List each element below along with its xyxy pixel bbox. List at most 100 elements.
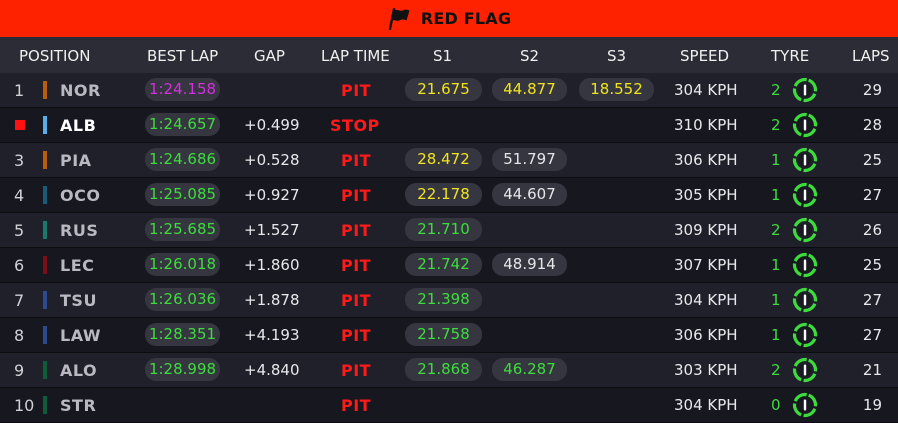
speed-value: 304 KPH — [674, 291, 738, 309]
sector-s1-time: 21.710 — [405, 218, 482, 241]
sector-s1-time: 21.742 — [405, 253, 482, 276]
header-tyre: TYRE — [771, 47, 810, 65]
gap-value: +0.499 — [244, 116, 300, 134]
driver-code[interactable]: RUS — [60, 221, 99, 240]
header-lap-time: LAP TIME — [321, 47, 390, 65]
team-color-bar — [43, 151, 47, 169]
tyre-age: 1 — [771, 291, 781, 309]
driver-code[interactable]: NOR — [60, 81, 101, 100]
speed-value: 307 KPH — [674, 256, 738, 274]
gap-value: +0.927 — [244, 186, 300, 204]
table-row[interactable]: ALB 1:24.657 +0.499 STOP 310 KPH 2 28 — [0, 108, 898, 143]
table-row[interactable]: 8 LAW 1:28.351 +4.193 PIT 21.758 306 KPH 1 27 — [0, 318, 898, 353]
table-row[interactable]: 3 PIA 1:24.686 +0.528 PIT 28.472 51.797 306 KPH… — [0, 143, 898, 178]
position-number: 5 — [14, 221, 25, 240]
tyre-age: 2 — [771, 81, 781, 99]
table-row[interactable]: 5 RUS 1:25.685 +1.527 PIT 21.710 309 KPH 2 26 — [0, 213, 898, 248]
laps-count: 21 — [862, 361, 882, 379]
gap-value: +1.860 — [244, 256, 300, 274]
gap-value: +0.528 — [244, 151, 300, 169]
team-color-bar — [43, 81, 47, 99]
position-number: 10 — [14, 396, 35, 415]
best-lap-time: 1:24.158 — [145, 78, 220, 101]
header-best-lap: BEST LAP — [147, 47, 219, 65]
speed-value: 304 KPH — [674, 396, 738, 414]
speed-value: 309 KPH — [674, 221, 738, 239]
driver-code[interactable]: TSU — [60, 291, 97, 310]
driver-code[interactable]: LEC — [60, 256, 95, 275]
sector-s1-time: 21.758 — [405, 323, 482, 346]
laps-count: 25 — [862, 151, 882, 169]
best-lap-time: 1:25.685 — [145, 218, 220, 241]
header-laps: LAPS — [852, 47, 890, 65]
position-number: 1 — [14, 81, 25, 100]
sector-s2-time: 44.607 — [492, 183, 567, 206]
tyre-age: 2 — [771, 221, 781, 239]
team-color-bar — [43, 361, 47, 379]
driver-code[interactable]: ALB — [60, 116, 97, 135]
position-number: 4 — [14, 186, 25, 205]
speed-value: 304 KPH — [674, 81, 738, 99]
sector-s1-time: 28.472 — [405, 148, 482, 171]
header-speed: SPEED — [680, 47, 730, 65]
driver-code[interactable]: OCO — [60, 186, 101, 205]
header-s3: S3 — [607, 47, 627, 65]
tyre-compound-icon — [792, 147, 818, 173]
speed-value: 306 KPH — [674, 151, 738, 169]
driver-code[interactable]: STR — [60, 396, 97, 415]
sector-s1-time: 21.675 — [405, 78, 482, 101]
table-row[interactable]: 7 TSU 1:26.036 +1.878 PIT 21.398 304 KPH 1 27 — [0, 283, 898, 318]
table-row[interactable]: 4 OCO 1:25.085 +0.927 PIT 22.178 44.607 305 KPH… — [0, 178, 898, 213]
laps-count: 27 — [862, 291, 882, 309]
gap-value: +4.193 — [244, 326, 300, 344]
position-number: 8 — [14, 326, 25, 345]
tyre-age: 1 — [771, 186, 781, 204]
table-row[interactable]: 9 ALO 1:28.998 +4.840 PIT 21.868 46.287 303 KPH… — [0, 353, 898, 388]
tyre-compound-icon — [792, 217, 818, 243]
sector-s1-time: 22.178 — [405, 183, 482, 206]
team-color-bar — [43, 256, 47, 274]
team-color-bar — [43, 326, 47, 344]
table-row[interactable]: 1 NOR 1:24.158 PIT 21.675 44.877 18.552 304 KPH… — [0, 73, 898, 108]
tyre-compound-icon — [792, 182, 818, 208]
best-lap-time: 1:26.036 — [145, 288, 220, 311]
sector-s3-time: 18.552 — [579, 78, 654, 101]
best-lap-time: 1:28.351 — [145, 323, 220, 346]
table-row[interactable]: 10 STR PIT 304 KPH 0 19 — [0, 388, 898, 423]
team-color-bar — [43, 116, 47, 134]
laps-count: 26 — [862, 221, 882, 239]
driver-code[interactable]: ALO — [60, 361, 98, 380]
laps-count: 19 — [862, 396, 882, 414]
position-number: 9 — [14, 361, 25, 380]
tyre-compound-icon — [792, 392, 818, 418]
driver-code[interactable]: PIA — [60, 151, 92, 170]
sector-s2-time: 48.914 — [492, 253, 567, 276]
team-color-bar — [43, 186, 47, 204]
red-flag-marker — [15, 120, 25, 130]
speed-value: 310 KPH — [674, 116, 738, 134]
laps-count: 27 — [862, 326, 882, 344]
best-lap-time: 1:24.686 — [145, 148, 220, 171]
team-color-bar — [43, 396, 47, 414]
lap-status: PIT — [341, 186, 372, 205]
sector-s2-time: 46.287 — [492, 358, 567, 381]
tyre-age: 2 — [771, 361, 781, 379]
header-position: POSITION — [19, 47, 91, 65]
driver-code[interactable]: LAW — [60, 326, 102, 345]
table-row[interactable]: 6 LEC 1:26.018 +1.860 PIT 21.742 48.914 307 KPH… — [0, 248, 898, 283]
laps-count: 29 — [862, 81, 882, 99]
banner-title: RED FLAG — [420, 9, 512, 28]
position-number: 3 — [14, 151, 25, 170]
lap-status: PIT — [341, 256, 372, 275]
speed-value: 306 KPH — [674, 326, 738, 344]
lap-status: STOP — [330, 116, 380, 135]
laps-count: 28 — [862, 116, 882, 134]
column-header-row: POSITION BEST LAP GAP LAP TIME S1 S2 S3 … — [0, 37, 898, 73]
sector-s1-time: 21.398 — [405, 288, 482, 311]
header-gap: GAP — [254, 47, 285, 65]
tyre-compound-icon — [792, 322, 818, 348]
tyre-compound-icon — [792, 357, 818, 383]
timing-table: 1 NOR 1:24.158 PIT 21.675 44.877 18.552 304 KPH… — [0, 73, 898, 423]
lap-status: PIT — [341, 396, 372, 415]
speed-value: 305 KPH — [674, 186, 738, 204]
